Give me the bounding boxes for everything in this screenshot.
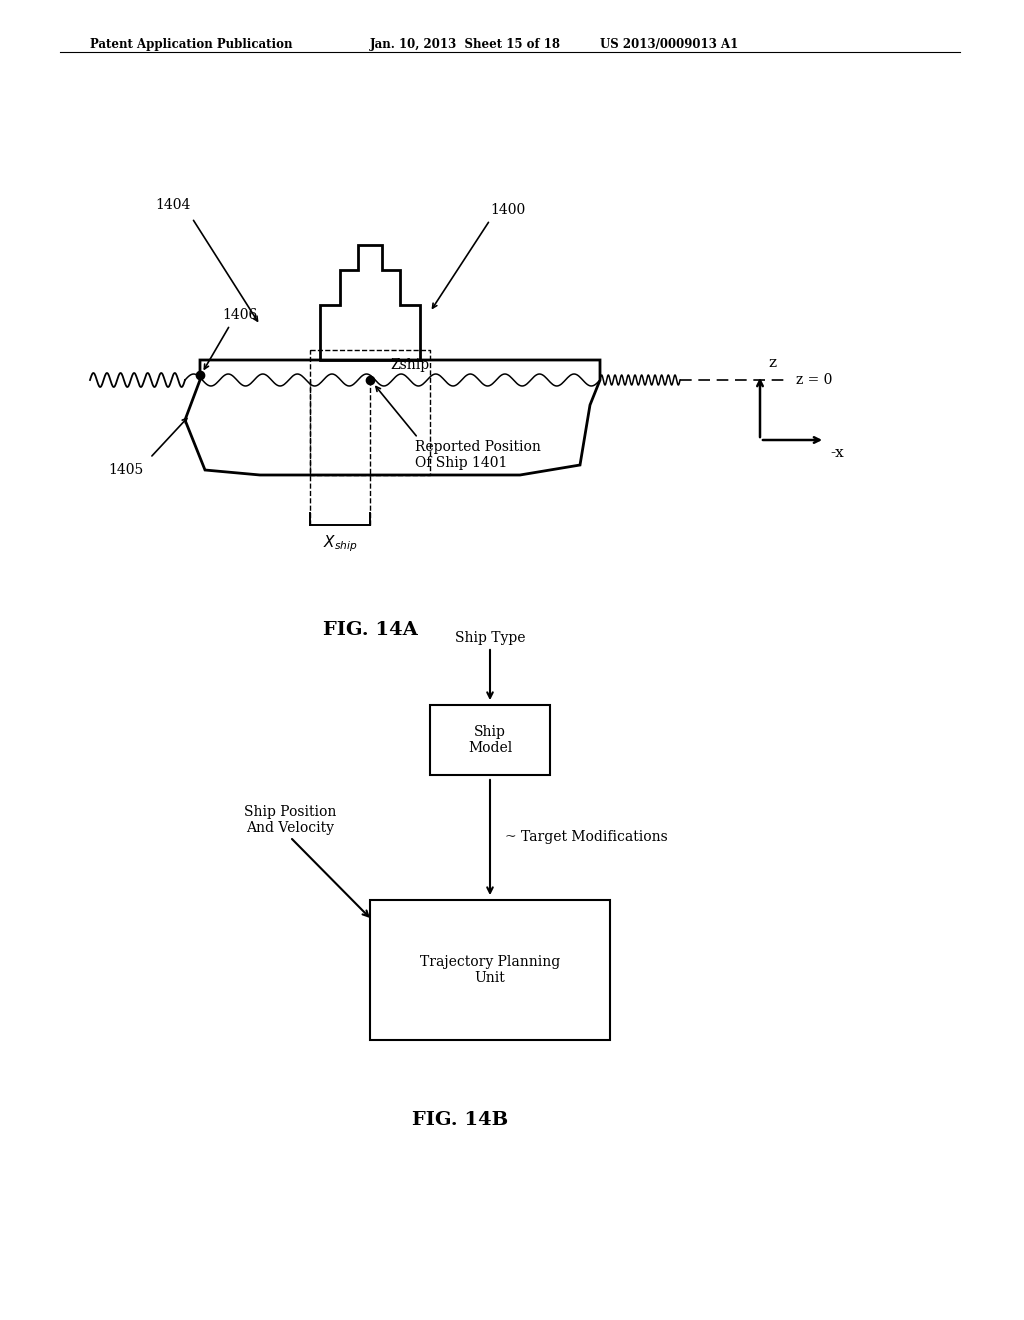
Text: z: z: [768, 356, 776, 370]
Text: Ship Type: Ship Type: [455, 631, 525, 645]
Text: -x: -x: [830, 446, 844, 459]
Text: FIG. 14B: FIG. 14B: [412, 1111, 508, 1129]
Text: Jan. 10, 2013  Sheet 15 of 18: Jan. 10, 2013 Sheet 15 of 18: [370, 38, 561, 51]
Bar: [370, 900, 610, 1040]
Text: US 2013/0009013 A1: US 2013/0009013 A1: [600, 38, 738, 51]
Text: 1406: 1406: [222, 308, 257, 322]
Text: FIG. 14A: FIG. 14A: [323, 620, 418, 639]
Text: 1400: 1400: [490, 203, 525, 216]
Text: ~ Target Modifications: ~ Target Modifications: [505, 830, 668, 845]
Text: 1404: 1404: [155, 198, 190, 213]
Bar: [430, 705, 550, 775]
Text: 1405: 1405: [108, 463, 143, 477]
Text: Trajectory Planning
Unit: Trajectory Planning Unit: [420, 954, 560, 985]
Text: Reported Position
Of Ship 1401: Reported Position Of Ship 1401: [415, 440, 541, 470]
Text: $X_{ship}$: $X_{ship}$: [323, 533, 357, 553]
Text: Ship Position
And Velocity: Ship Position And Velocity: [244, 805, 336, 836]
Text: Patent Application Publication: Patent Application Publication: [90, 38, 293, 51]
Text: Ship
Model: Ship Model: [468, 725, 512, 755]
Text: z = 0: z = 0: [796, 374, 833, 387]
Text: Zship: Zship: [390, 358, 429, 372]
